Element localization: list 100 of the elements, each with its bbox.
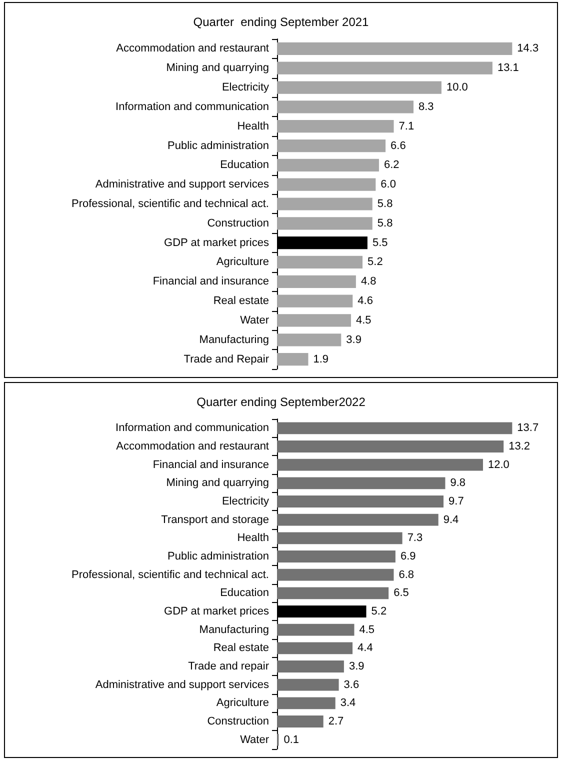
bar	[277, 678, 339, 691]
data-label: 6.8	[398, 568, 414, 581]
y-tick-label: Transport and storage	[161, 514, 269, 526]
data-label: 13.1	[497, 62, 519, 74]
data-label: 3.6	[344, 678, 360, 691]
data-label: 5.8	[377, 198, 393, 210]
bar	[277, 334, 342, 346]
y-tick-label: Manufacturing	[199, 624, 269, 636]
data-label: 5.8	[377, 217, 393, 230]
y-tick-label: Agriculture	[216, 697, 269, 710]
data-label: 3.9	[348, 660, 364, 672]
data-label: 4.6	[358, 295, 373, 308]
data-label: 4.8	[360, 276, 376, 288]
bar	[277, 139, 386, 152]
y-tick-label: Trade and Repair	[184, 353, 270, 366]
bar	[277, 568, 394, 581]
data-label: 3.9	[346, 334, 362, 346]
bar	[277, 294, 353, 308]
y-tick-label: Health	[237, 120, 269, 132]
y-tick-label: Construction	[207, 217, 269, 230]
data-label: 4.5	[359, 624, 375, 636]
data-label: 5.2	[371, 606, 387, 618]
y-tick-label: Electricity	[222, 82, 270, 94]
y-tick-label: Education	[220, 159, 269, 172]
data-label: 6.2	[384, 159, 400, 172]
data-label: 4.5	[356, 314, 372, 326]
bar	[277, 532, 402, 544]
y-tick-label: Financial and insurance	[152, 458, 269, 471]
bar	[277, 158, 379, 172]
bar	[277, 217, 372, 230]
y-tick-label: GDP at market prices	[164, 606, 270, 618]
y-tick-label: Public administration	[168, 550, 269, 562]
y-tick-label: Electricity	[222, 496, 270, 508]
data-label: 9.8	[450, 477, 466, 490]
bar	[277, 624, 354, 636]
bar	[277, 587, 389, 600]
bar	[277, 42, 512, 56]
data-label: 6.0	[380, 178, 396, 191]
data-label: 9.7	[448, 496, 464, 508]
y-tick-label: Administrative and support services	[95, 678, 270, 691]
bar	[277, 477, 446, 490]
data-label: 9.4	[443, 514, 459, 526]
data-label: 0.1	[284, 734, 300, 746]
y-tick-label: Mining and quarrying	[166, 477, 269, 490]
bar	[277, 550, 396, 562]
chart-title: Quarter ending September 2021	[193, 15, 370, 29]
data-label: 1.9	[313, 353, 329, 366]
data-label: 10.0	[446, 82, 468, 94]
y-tick-label: Real estate	[213, 642, 269, 654]
data-label: 5.5	[372, 236, 388, 249]
y-tick-label: Trade and repair	[188, 660, 270, 672]
data-label: 8.3	[418, 100, 434, 113]
data-label: 4.4	[358, 642, 373, 654]
bar	[277, 120, 394, 133]
y-tick-label: Accommodation and restaurant	[116, 440, 269, 452]
data-label: 2.7	[328, 716, 344, 728]
bar	[277, 660, 344, 672]
y-tick-label: Administrative and support services	[95, 178, 270, 191]
bar	[277, 81, 442, 94]
y-tick-label: Professional, scientific and technical act.	[72, 568, 269, 581]
data-label: 6.6	[390, 140, 406, 152]
bar	[277, 314, 352, 327]
bar	[277, 198, 372, 210]
data-label: 6.5	[394, 587, 409, 600]
y-tick-label: Construction	[207, 716, 269, 728]
chart-title: Quarter ending September2022	[196, 395, 366, 409]
y-tick-label: Education	[220, 587, 269, 600]
bar	[277, 62, 492, 74]
bar	[277, 440, 504, 452]
y-tick-label: Agriculture	[216, 256, 269, 268]
bar	[277, 496, 444, 508]
y-tick-label: Accommodation and restaurant	[116, 42, 269, 55]
y-tick-label: Mining and quarrying	[166, 62, 269, 74]
bar	[277, 514, 438, 526]
data-label: 3.4	[340, 697, 356, 710]
bar	[277, 275, 356, 288]
y-tick-label: Water	[240, 734, 270, 746]
data-label: 7.1	[398, 120, 414, 132]
bar	[277, 716, 324, 728]
data-label: 14.3	[517, 42, 539, 55]
y-tick-label: Information and communication	[116, 100, 269, 113]
y-tick-label: Manufacturing	[199, 334, 269, 346]
y-tick-label: Health	[237, 532, 269, 544]
bar	[277, 352, 308, 366]
y-tick-label: Professional, scientific and technical act.	[72, 198, 269, 210]
bar	[277, 256, 363, 269]
data-label: 13.2	[508, 440, 530, 452]
y-tick-label: Water	[240, 314, 270, 326]
bar	[277, 697, 336, 710]
bar	[277, 422, 512, 434]
data-label: 5.2	[368, 256, 383, 268]
y-tick-label: Information and communication	[116, 422, 269, 434]
data-label: 12.0	[488, 458, 510, 471]
data-label: 13.7	[517, 422, 539, 434]
y-tick-label: Real estate	[213, 295, 269, 308]
y-tick-label: Public administration	[168, 140, 269, 152]
y-tick-label: Financial and insurance	[152, 276, 269, 288]
bar	[277, 100, 414, 114]
y-tick-label: GDP at market prices	[164, 236, 270, 249]
bar	[277, 458, 483, 471]
